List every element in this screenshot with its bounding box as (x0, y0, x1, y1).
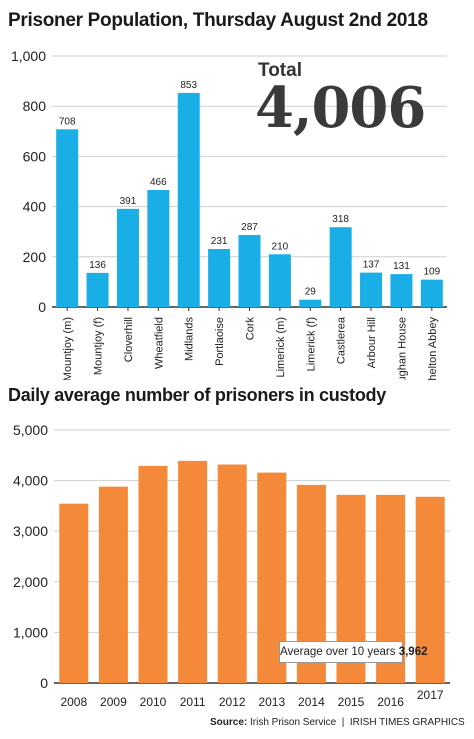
chart1-x-tick-label: Mountjoy (m) (62, 317, 74, 380)
chart2-x-tick-label: 2017 (417, 688, 444, 702)
chart1-data-label: 136 (89, 260, 106, 271)
chart1-bar (299, 299, 322, 307)
average-annotation: Average over 10 years 3,962 (279, 641, 427, 663)
chart1-data-label: 287 (241, 222, 258, 233)
chart2-x-tick-label: 2012 (219, 695, 246, 709)
chart2-x-tick-label: 2011 (180, 695, 206, 709)
chart2-x-tick-label: 2010 (140, 695, 167, 709)
chart1-data-label: 210 (272, 241, 289, 252)
chart1-y-tick-label: 1,000 (11, 48, 46, 64)
source-divider: | (338, 717, 348, 728)
chart1-bar (390, 274, 413, 307)
chart1-x-tick-label: Castlerea (336, 316, 348, 364)
source-line: Source: Irish Prison Service | IRISH TIM… (210, 717, 465, 728)
source-credit: IRISH TIMES GRAPHICS (349, 717, 465, 728)
chart1-data-label: 318 (332, 214, 349, 225)
chart2-y-tick-label: 3,000 (13, 523, 48, 539)
chart1-data-label: 131 (393, 261, 410, 272)
total-value: 4,006 (255, 75, 426, 141)
chart2-x-tick-label: 2009 (100, 695, 127, 709)
chart1-data-label: 231 (211, 236, 228, 247)
chart2-bar (138, 465, 168, 683)
chart1-x-tick-label: Portlaoise (214, 317, 226, 366)
chart1-data-label: 29 (305, 287, 317, 298)
chart2-y-tick-label: 0 (40, 675, 48, 691)
chart2-bar (178, 460, 208, 683)
average-annotation-value: 3,962 (398, 646, 428, 658)
chart1-x-tick-label: Arbour Hill (366, 317, 378, 368)
chart1-data-label: 853 (180, 80, 197, 91)
chart2-x-tick-label: 2015 (338, 695, 365, 709)
chart1-bar (420, 279, 443, 307)
chart1-x-tick-label: Wheatfield (153, 317, 165, 369)
chart1-x-tick-label: Cloverhill (123, 317, 135, 362)
chart1-bar (116, 208, 139, 307)
chart1-y-tick-label: 0 (38, 299, 46, 315)
chart2-y-tick-label: 2,000 (13, 574, 48, 590)
chart1-data-label: 137 (363, 260, 380, 271)
average-annotation-text: Average over 10 years (280, 646, 396, 658)
chart1-data-label: 466 (150, 177, 167, 188)
chart1-bar (268, 254, 291, 307)
total-label: Total (258, 60, 302, 81)
chart1-x-tick-label: Mountjoy (f) (93, 317, 105, 375)
chart2-x-tick-label: 2014 (298, 695, 325, 709)
chart1-bar (56, 129, 79, 307)
chart2-x-tick-label: 2008 (60, 695, 87, 709)
chart1-plot: 0 200 400 600 800 1,000 708 Mountjoy (m) 136 Moun… (11, 48, 447, 380)
chart1-data-label: 109 (423, 267, 440, 278)
chart2-y-tick-label: 4,000 (13, 473, 48, 489)
chart2-plot: 0 1,000 2,000 3,000 4,000 5,000 2008 2009 2010 20… (13, 422, 450, 709)
chart1-y-tick-label: 400 (23, 199, 47, 215)
chart2-bar (415, 496, 445, 683)
chart1-bar (177, 92, 200, 307)
chart1-y-tick-label: 200 (23, 249, 47, 265)
chart2-x-tick-label: 2013 (258, 695, 285, 709)
chart2-y-tick-label: 1,000 (13, 624, 48, 640)
chart1-bar (208, 249, 231, 307)
chart1-title: Prisoner Population, Thursday August 2nd… (8, 10, 428, 31)
chart2-bar (98, 486, 128, 683)
chart1-data-label: 391 (120, 196, 137, 207)
chart1-data-label: 708 (59, 116, 76, 127)
chart2-bar (217, 464, 247, 683)
chart1-y-tick-label: 600 (23, 148, 47, 164)
source-label: Source: (210, 717, 248, 728)
chart1-x-tick-label: Cork (245, 317, 257, 341)
chart2-x-tick-label: 2016 (377, 695, 404, 709)
chart1-bar (329, 227, 352, 307)
chart1-x-tick-label: Loughan House (396, 317, 408, 380)
chart1-x-tick-label: Shelton Abbey (427, 317, 439, 380)
source-text: Irish Prison Service (250, 717, 337, 728)
chart1-bar (147, 190, 170, 307)
chart1-y-tick-label: 800 (23, 98, 47, 114)
chart1-x-tick-label: Limerick (f) (305, 317, 317, 371)
chart1-x-tick-label: Limerick (m) (275, 317, 287, 378)
chart1-bar (86, 272, 109, 307)
chart2-title: Daily average number of prisoners in cus… (8, 385, 386, 405)
chart1-bar (360, 272, 383, 307)
chart1-x-tick-label: Midlands (184, 317, 196, 362)
chart1-bar (238, 234, 261, 307)
chart2-bar (59, 503, 89, 683)
chart2-y-tick-label: 5,000 (13, 422, 48, 438)
